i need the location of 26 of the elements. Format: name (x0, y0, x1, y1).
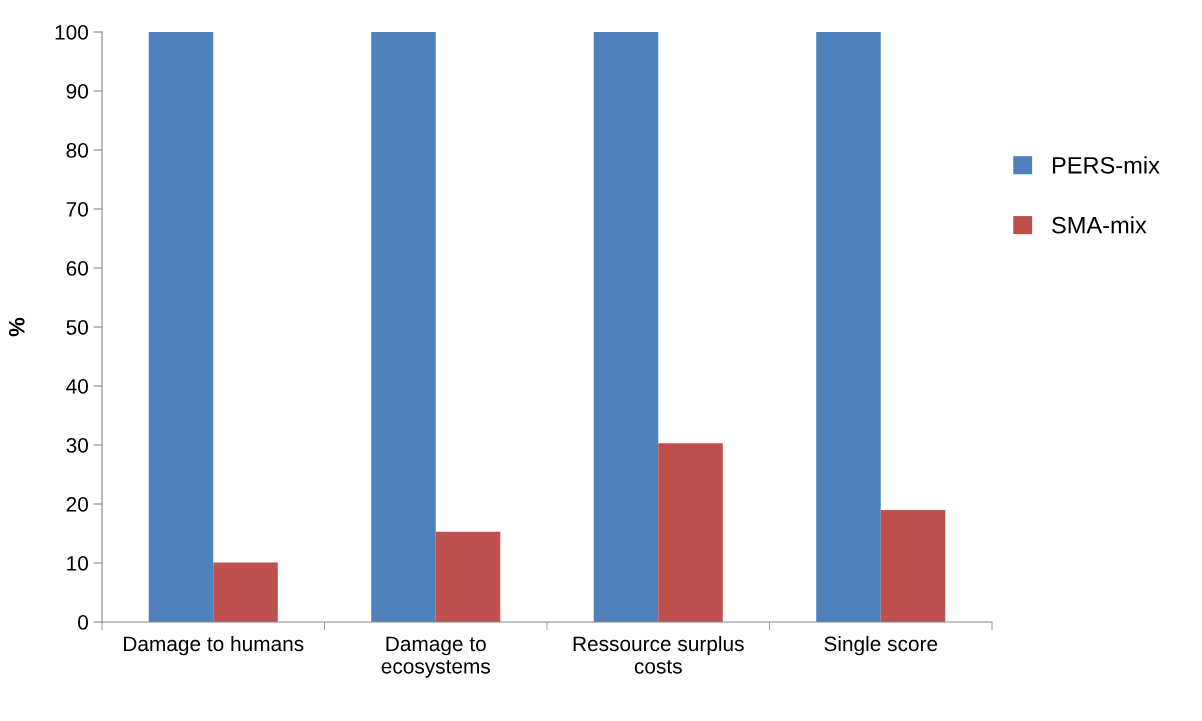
x-tick-label: Damage to humans (124, 635, 304, 656)
y-tick-label: 10 (67, 556, 88, 571)
y-tick-label: 30 (66, 438, 88, 453)
y-axis-title: % (8, 317, 25, 337)
bar (658, 443, 723, 622)
bar (880, 509, 946, 622)
y-tick-label: 90 (66, 84, 88, 99)
bar (816, 32, 881, 622)
y-tick-label: 40 (66, 379, 88, 394)
x-tick-label: Damage to ecosystems (381, 636, 490, 678)
y-tick-label: 20 (66, 497, 88, 512)
y-tick-label: 80 (66, 143, 88, 158)
y-tick-label: 60 (66, 261, 88, 276)
bar (593, 32, 659, 622)
legend-label: SMA-mix (1052, 216, 1147, 234)
y-tick-label: 0 (78, 615, 88, 630)
bar (435, 531, 501, 622)
x-tick-label: Single score (824, 635, 938, 656)
bar (371, 32, 436, 622)
y-tick-label: 70 (66, 202, 88, 217)
bar (213, 562, 278, 622)
x-tick-label: Ressource surplus costs (573, 635, 744, 674)
legend-label: PERS-mix (1052, 156, 1160, 174)
y-tick-label: 50 (66, 320, 88, 335)
bar (148, 32, 214, 622)
y-tick-label: 100 (55, 25, 88, 40)
